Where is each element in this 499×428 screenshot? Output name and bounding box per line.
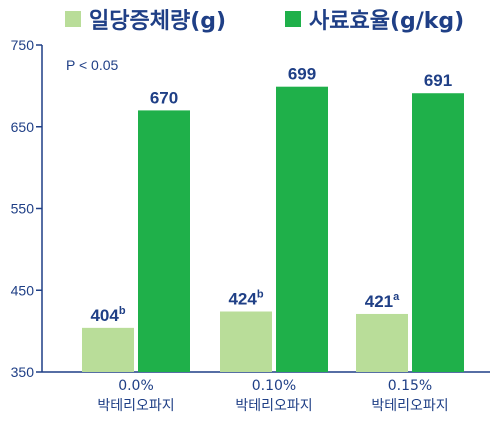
bars-group [82,86,464,373]
y-tick-label: 650 [11,119,35,135]
bar-series1-cat3 [356,313,408,372]
legend-label-1: 일당증체량(g) [89,9,226,34]
x-tick-label-3: 0.15% [388,378,432,394]
bar-series1-cat2 [220,311,272,372]
x-tick-label-2: 0.10% [252,378,296,394]
y-tick-label: 450 [11,282,35,298]
bar-series2-cat1 [138,110,190,373]
chart-legend: 일당증체량(g) 사료효율(g/kg) [65,9,464,34]
x-tick-label-1: 0.0% [118,378,154,394]
bar-series2-cat3 [412,93,464,373]
bar-series2-cat2 [276,86,328,372]
legend-swatch-1 [65,11,81,27]
y-tick-label: 750 [11,37,35,53]
p-value-annotation: P < 0.05 [66,57,119,73]
data-label-series1-cat1: 404b [90,305,125,325]
x-tick-sublabel-3: 박테리오파지 [371,398,448,414]
value-labels-group: 404b 670 424b 699 421a 691 [90,65,452,325]
data-label-series2-cat2: 699 [288,65,316,84]
y-tick-label: 350 [11,364,35,380]
legend-swatch-2 [285,11,301,27]
data-label-series1-cat3: 421a [365,291,400,311]
y-tick-label: 550 [11,201,35,217]
legend-label-2: 사료효율(g/kg) [309,9,464,34]
data-label-series1-cat2: 424b [228,289,263,309]
data-label-series2-cat3: 691 [424,71,452,90]
x-tick-sublabel-1: 박테리오파지 [97,398,174,414]
category-labels-group: 0.0% 박테리오파지 0.10% 박테리오파지 0.15% 박테리오파지 [97,378,448,414]
data-label-series2-cat1: 670 [150,88,178,107]
bar-series1-cat1 [82,327,134,372]
x-tick-sublabel-2: 박테리오파지 [235,398,312,414]
